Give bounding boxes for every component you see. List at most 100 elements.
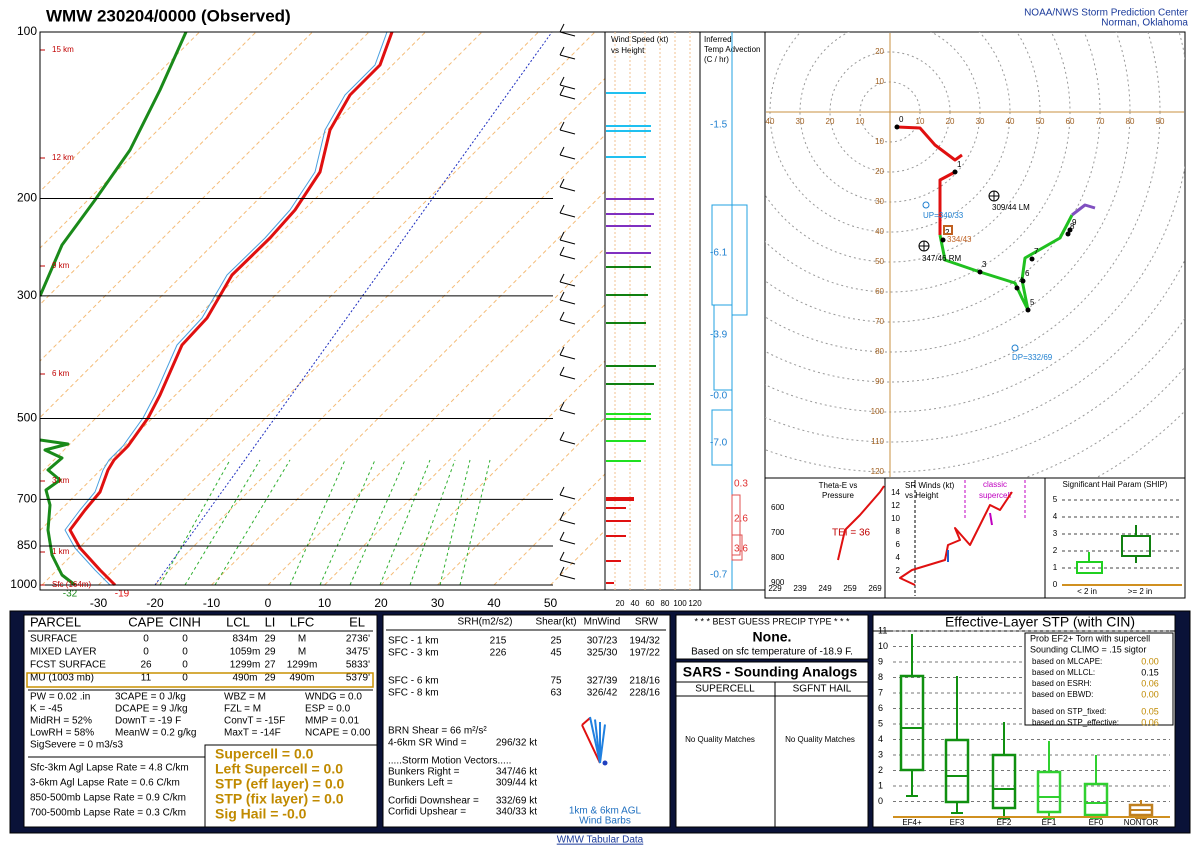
- skewt-plot: [40, 32, 605, 587]
- kin-cell: SFC - 3 km: [388, 648, 439, 659]
- index: LowRH = 58%: [30, 728, 94, 739]
- parcel-cell: M: [298, 634, 306, 645]
- hodo-point-label: 3: [982, 260, 987, 269]
- height-label: 12 km: [52, 153, 74, 162]
- barb-6km: [599, 724, 606, 764]
- stp-box-plot: [1083, 782, 1109, 817]
- temperature-profile: [68, 32, 394, 587]
- stp-climo: Sounding CLIMO = .15 sigtor: [1030, 644, 1146, 654]
- wind-barb: [559, 574, 576, 580]
- hodo-annotation: UP=340/33: [923, 211, 964, 220]
- hodo-x-label: 70: [1096, 117, 1105, 126]
- ship-y-label: 4: [1053, 512, 1058, 521]
- brn: BRN Shear = 66 m²/s²: [388, 726, 487, 737]
- wind-barb: [559, 291, 565, 301]
- hodo-point-label: 9: [1072, 218, 1077, 227]
- wind-barb: [559, 494, 576, 500]
- footer-link[interactable]: WMW Tabular Data: [557, 835, 644, 846]
- vector-value: 332/69 kt: [496, 796, 537, 807]
- wind-barb: [559, 204, 565, 214]
- stp-row-label: based on STP_effective:: [1032, 718, 1119, 727]
- stp-row-value: 0.06: [1141, 717, 1159, 727]
- thetae-x-label: 269: [868, 584, 882, 593]
- hodo-y-label: 20: [875, 167, 884, 176]
- parcel-cell: 490m: [232, 673, 257, 684]
- precip-value: None.: [753, 629, 792, 645]
- isotherm: [40, 32, 483, 475]
- temp-label: -30: [90, 596, 108, 610]
- kin-cell: 226: [490, 648, 507, 659]
- wind-barb: [559, 46, 565, 56]
- mixing-ratio: [379, 459, 431, 586]
- hodo-x-label: 40: [766, 117, 775, 126]
- ship-legend: < 2 in: [1077, 587, 1097, 596]
- parcel-cell: SURFACE: [30, 634, 78, 645]
- hodo-x-label: 10: [856, 117, 865, 126]
- hodo-y-label: 60: [875, 287, 884, 296]
- stp-y-label: 11: [878, 625, 887, 635]
- hodo-trace: [1071, 203, 1096, 217]
- temp-label: 0: [265, 596, 272, 610]
- mixing-ratio: [184, 459, 261, 586]
- wind-barb: [559, 23, 565, 33]
- hodo-frame: [764, 31, 1186, 479]
- composite: Supercell = 0.0: [215, 746, 314, 762]
- hodo-point: [952, 169, 958, 175]
- ws-x-label: 20: [616, 599, 625, 608]
- ws-bar: [606, 520, 631, 522]
- hodo-y-label: 120: [871, 467, 885, 476]
- ship-y-label: 0: [1053, 580, 1058, 589]
- sfc-dewpoint: -32: [63, 589, 78, 600]
- hodo-annotation: DP=332/69: [1012, 353, 1053, 362]
- ws-bar: [606, 225, 651, 227]
- temp-label: -10: [203, 596, 221, 610]
- ship-y-label: 2: [1053, 546, 1058, 555]
- lapse-rate: 850-500mb Lapse Rate = 0.9 C/km: [30, 793, 186, 804]
- stp-x-label: EF1: [1042, 818, 1057, 827]
- kin-header: Shear(kt): [535, 617, 576, 628]
- vector-label: Corfidi Upshear =: [388, 807, 466, 818]
- wind-barb: [559, 273, 565, 283]
- index: MidRH = 52%: [30, 716, 92, 727]
- hodo-x-label: 40: [1006, 117, 1015, 126]
- wind-barb: [559, 146, 565, 156]
- wind-barb: [559, 212, 576, 218]
- thetae-subtitle: Pressure: [822, 491, 855, 500]
- wind-barb: [559, 374, 576, 380]
- parcel-cell: 5379': [346, 673, 370, 684]
- wind-barb: [559, 439, 576, 445]
- kin-cell: 307/23: [587, 636, 618, 647]
- pressure-label: 1000: [10, 577, 37, 591]
- pressure-label: 700: [17, 492, 37, 506]
- parcel-header: EL: [349, 614, 365, 629]
- parcel-cell: 29: [264, 647, 276, 658]
- wind-barb: [559, 319, 576, 325]
- ws-x-label: 60: [646, 599, 655, 608]
- parcel-cell: 0: [143, 647, 149, 658]
- parcel-header: LFC: [290, 614, 315, 629]
- height-label: 9 km: [52, 261, 70, 270]
- ws-title: Wind Speed (kt): [611, 35, 669, 44]
- temp-label: -20: [146, 596, 164, 610]
- ws-x-label: 80: [661, 599, 670, 608]
- parcel-cell: 0: [182, 660, 188, 671]
- wetbulb-profile: [64, 32, 388, 586]
- thetae-y-label: 900: [771, 578, 785, 587]
- lapse-rate: 3-6km Agl Lapse Rate = 0.6 C/km: [30, 778, 180, 789]
- stp-prob: Prob EF2+ Torn with supercell: [1030, 633, 1150, 643]
- wind-barb: [559, 401, 565, 411]
- thetae-title: Theta-E vs: [819, 481, 858, 490]
- height-label: 3 km: [52, 476, 70, 485]
- height-label: 1 km: [52, 547, 70, 556]
- kin-cell: 45: [550, 648, 562, 659]
- stp-y-label: 10: [878, 641, 888, 651]
- sars-match: No Quality Matches: [785, 735, 855, 744]
- ws-bar: [606, 266, 651, 268]
- ws-bar: [606, 560, 621, 562]
- parcel-cell: 0: [143, 634, 149, 645]
- hodo-y-label: 30: [875, 197, 884, 206]
- stp-row-value: 0.06: [1141, 678, 1159, 688]
- index: WNDG = 0.0: [305, 692, 362, 703]
- stp-y-label: 4: [878, 734, 883, 744]
- tadv-value: 0.3: [734, 479, 748, 490]
